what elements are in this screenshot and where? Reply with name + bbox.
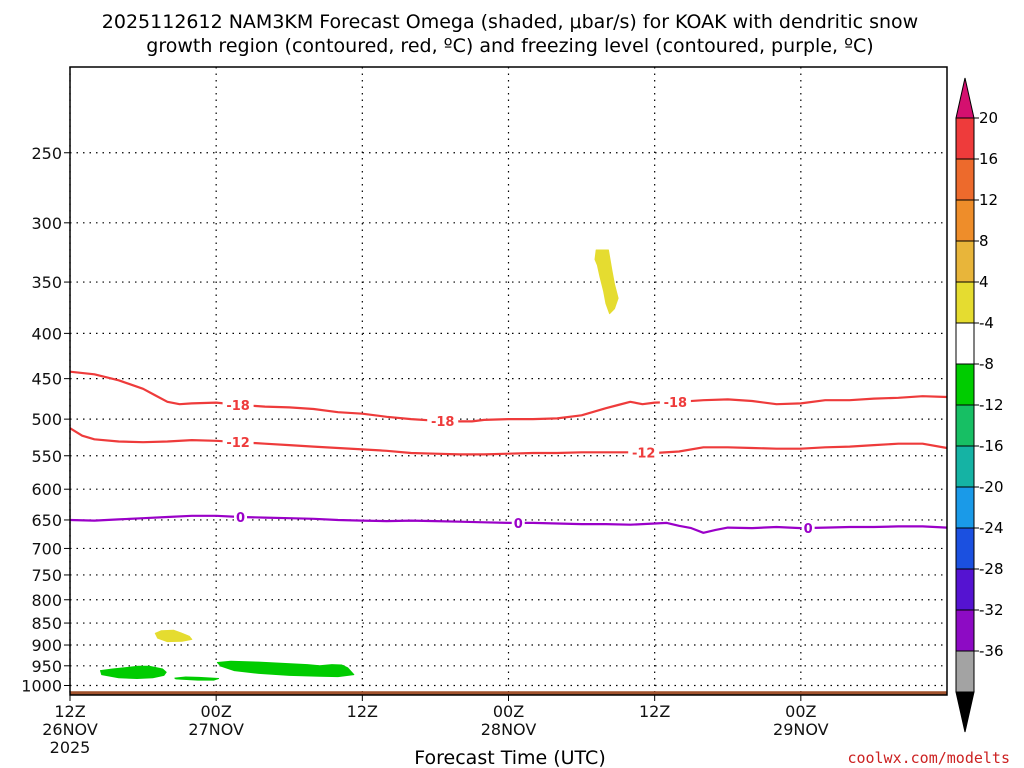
colorbar-band-6 xyxy=(955,322,975,365)
contour-freezing-level-0 xyxy=(69,514,948,534)
y-tick-label-650: 650 xyxy=(31,511,62,530)
y-tick-label-250: 250 xyxy=(31,144,62,163)
contour-label-bg-dendritic-minus-12-0 xyxy=(222,434,254,450)
colorbar-band-10 xyxy=(955,486,975,529)
omega-shading xyxy=(100,249,619,681)
colorbar-label-8-3: 8 xyxy=(979,232,989,250)
contour-label-dendritic-minus-18-0: -18 xyxy=(226,399,250,414)
y-tick-label-950: 950 xyxy=(31,657,62,676)
x-tick-label-60-line1: 00Z xyxy=(785,702,816,721)
y-tick-label-800: 800 xyxy=(31,591,62,610)
y-tick-label-700: 700 xyxy=(31,539,62,558)
omega-minus-4-a xyxy=(100,665,167,679)
colorbar-label-32-12: -32 xyxy=(979,601,1004,619)
colorbar: 20 16 12 8 4 -4 -8 -12 -16 -20 -24 -28 -32 -36 xyxy=(955,77,1004,733)
y-tick-label-1000: 1000 xyxy=(21,677,62,696)
contour-label-dendritic-minus-12-1: -12 xyxy=(632,447,656,462)
x-tick-label-24-line1: 12Z xyxy=(347,702,378,721)
y-axis-ticks: 250 300 350 400 450 500 550 600 650 700 750 800 850 9… xyxy=(21,144,70,696)
grid-lines xyxy=(69,67,947,695)
colorbar-label-16-1: 16 xyxy=(979,150,998,168)
y-tick-label-400: 400 xyxy=(31,324,62,343)
colorbar-band-3 xyxy=(955,199,975,242)
y-tick-label-550: 550 xyxy=(31,447,62,466)
colorbar-band-5 xyxy=(955,281,975,324)
colorbar-label-36-13: -36 xyxy=(979,642,1004,660)
y-tick-label-300: 300 xyxy=(31,214,62,233)
surface-ground xyxy=(70,691,947,695)
colorbar-label-20-9: -20 xyxy=(979,478,1004,496)
contour-label-bg-dendritic-minus-18-2 xyxy=(659,393,691,409)
y-tick-label-750: 750 xyxy=(31,566,62,585)
contour-label-dendritic-minus-18-1: -18 xyxy=(431,415,455,430)
x-tick-label-12-line2: 27NOV xyxy=(188,720,244,739)
x-tick-label-60-line2: 29NOV xyxy=(773,720,829,739)
y-tick-label-450: 450 xyxy=(31,370,62,389)
colorbar-label-28-11: -28 xyxy=(979,560,1004,578)
omega-plus-4-upper xyxy=(594,249,619,315)
colorbar-label-12-2: 12 xyxy=(979,191,998,209)
omega-minus-4-c xyxy=(216,660,355,678)
colorbar-band-12 xyxy=(955,568,975,611)
colorbar-label-4-4: 4 xyxy=(979,273,989,291)
colorbar-bottom-arrow xyxy=(955,691,975,733)
x-axis-label: Forecast Time (UTC) xyxy=(414,747,605,768)
colorbar-band-2 xyxy=(955,158,975,201)
colorbar-band-1 xyxy=(955,117,975,160)
x-tick-label-36-line2: 28NOV xyxy=(481,720,537,739)
colorbar-label-24-10: -24 xyxy=(979,519,1004,537)
colorbar-band-8 xyxy=(955,404,975,447)
x-tick-label-0-line1: 12Z xyxy=(54,702,85,721)
chart-title-line2: growth region (contoured, red, ºC) and f… xyxy=(146,35,873,57)
omega-minus-4-b xyxy=(174,676,220,681)
credit-text: coolwx.com/modelts xyxy=(847,749,1010,767)
colorbar-band-7 xyxy=(955,363,975,406)
contour-label-dendritic-minus-18-2: -18 xyxy=(664,396,688,411)
y-tick-label-600: 600 xyxy=(31,480,62,499)
contour-label-bg-dendritic-minus-18-1 xyxy=(427,412,459,428)
contour-label-bg-freezing-level-0-1 xyxy=(511,514,525,530)
y-tick-label-850: 850 xyxy=(31,614,62,633)
colorbar-band-4 xyxy=(955,240,975,283)
y-tick-label-500: 500 xyxy=(31,410,62,429)
omega-plus-4-lower xyxy=(154,629,193,643)
y-tick-label-350: 350 xyxy=(31,273,62,292)
contour-label-bg-dendritic-minus-18-0 xyxy=(222,396,254,412)
colorbar-label-4-5: -4 xyxy=(979,314,994,332)
contour-dendritic-minus-12 xyxy=(69,427,948,456)
contour-label-freezing-level-0-1: 0 xyxy=(514,517,523,532)
colorbar-band-13 xyxy=(955,609,975,652)
y-tick-label-900: 900 xyxy=(31,636,62,655)
x-tick-label-0-line2: 26NOV xyxy=(42,720,98,739)
x-tick-label-12-line1: 00Z xyxy=(201,702,232,721)
surface-layer xyxy=(70,691,947,695)
colorbar-band-11 xyxy=(955,527,975,570)
contour-label-freezing-level-0-2: 0 xyxy=(804,522,813,537)
contour-dendritic-minus-18 xyxy=(69,370,948,423)
colorbar-label-16-8: -16 xyxy=(979,437,1004,455)
colorbar-label-20-0: 20 xyxy=(979,109,998,127)
temperature-contours: -18 -18 -18 -12 -12 0 0 0 xyxy=(69,370,948,537)
x-tick-label-36-line1: 00Z xyxy=(493,702,524,721)
x-tick-label-0-line3: 2025 xyxy=(50,738,91,757)
contour-label-bg-dendritic-minus-12-1 xyxy=(628,444,660,460)
contour-label-dendritic-minus-12-0: -12 xyxy=(226,436,250,451)
chart-title-line1: 2025112612 NAM3KM Forecast Omega (shaded… xyxy=(102,11,918,33)
colorbar-top-arrow xyxy=(955,77,975,119)
contour-label-bg-freezing-level-0-2 xyxy=(801,519,815,535)
colorbar-band-9 xyxy=(955,445,975,488)
colorbar-label-8-6: -8 xyxy=(979,355,994,373)
colorbar-label-12-7: -12 xyxy=(979,396,1004,414)
contour-label-bg-freezing-level-0-0 xyxy=(234,508,248,524)
colorbar-band-14 xyxy=(955,650,975,693)
contour-label-freezing-level-0-0: 0 xyxy=(236,511,245,526)
x-tick-label-48-line1: 12Z xyxy=(639,702,670,721)
